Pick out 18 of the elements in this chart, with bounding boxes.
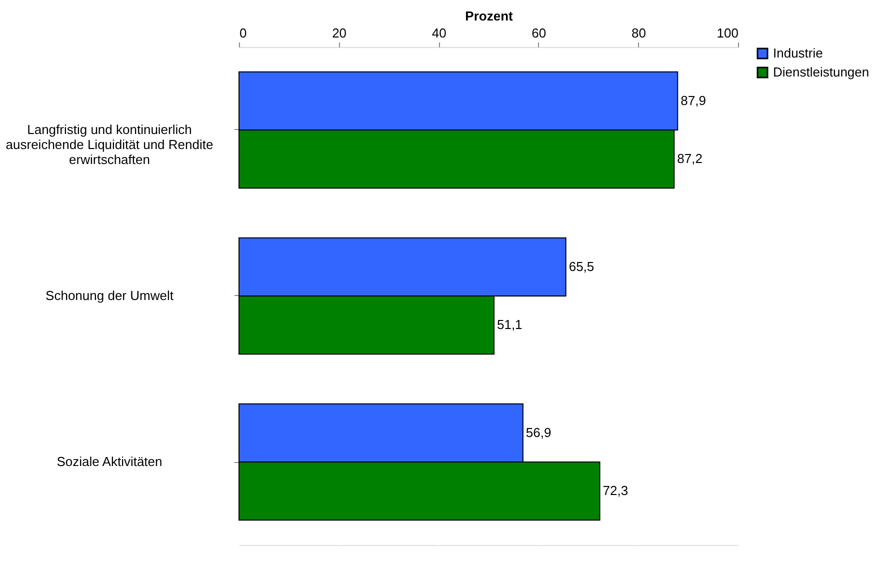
x-axis-title: Prozent bbox=[465, 8, 514, 24]
legend-label: Dienstleistungen bbox=[773, 64, 870, 80]
y-tick-label: Soziale Aktivitäten bbox=[56, 454, 162, 469]
data-label: 51,1 bbox=[496, 317, 522, 332]
data-label: 87,2 bbox=[677, 151, 702, 166]
x-tick-label: 80 bbox=[631, 26, 646, 40]
x-tick-label: 0 bbox=[240, 26, 247, 40]
y-tick-label: Langfristig und kontinuierlich ausreichende Liquidität und Rendite erwirtschaften bbox=[6, 122, 214, 167]
data-label: 56,9 bbox=[526, 424, 552, 440]
x-tick-label: 40 bbox=[432, 26, 446, 40]
x-tick-label: 20 bbox=[332, 26, 347, 40]
data-label: 65,5 bbox=[568, 258, 594, 274]
data-label: 87,9 bbox=[680, 92, 706, 108]
x-tick-label: 100 bbox=[716, 26, 738, 40]
data-label: 72,3 bbox=[602, 483, 628, 498]
legend-label: Industrie bbox=[773, 46, 823, 60]
y-tick-label: Schonung der Umwelt bbox=[46, 288, 174, 303]
x-tick-label: 60 bbox=[532, 26, 546, 40]
